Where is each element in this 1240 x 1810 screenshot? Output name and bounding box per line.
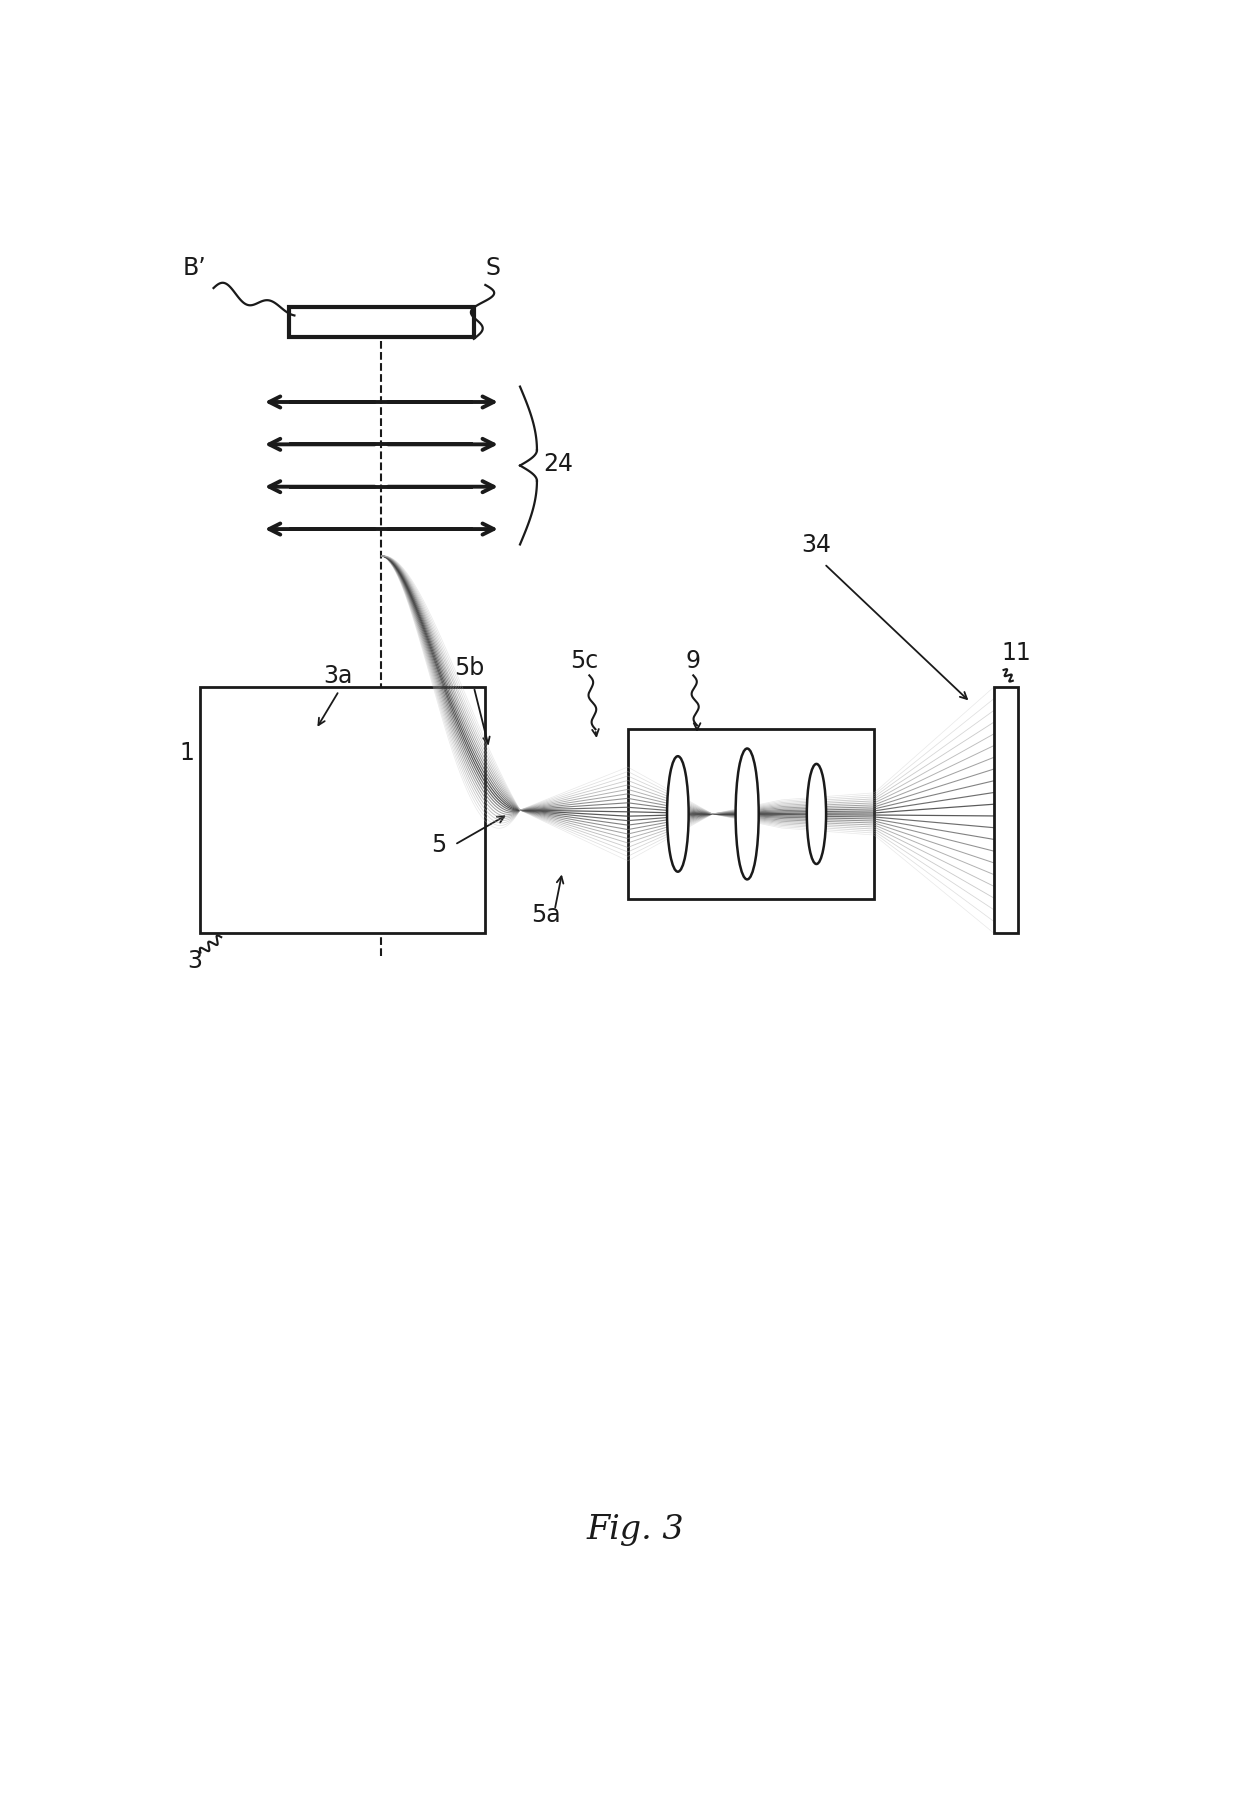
Bar	[201, 688, 485, 934]
Text: 5b: 5b	[455, 657, 485, 681]
Text: 3a: 3a	[324, 664, 353, 688]
Text: 5: 5	[432, 833, 446, 858]
Text: 3: 3	[187, 948, 202, 974]
Text: 1: 1	[180, 740, 195, 766]
Text: B’: B’	[182, 255, 207, 281]
Text: 11: 11	[1001, 641, 1030, 664]
Text: 5c: 5c	[570, 648, 598, 673]
Ellipse shape	[807, 764, 826, 863]
Bar	[993, 688, 1018, 934]
Text: 24: 24	[543, 452, 573, 476]
Text: 5a: 5a	[532, 903, 562, 927]
Ellipse shape	[735, 749, 759, 880]
Bar	[627, 729, 874, 898]
Text: 9: 9	[686, 648, 701, 673]
Bar	[289, 308, 474, 337]
Ellipse shape	[667, 757, 688, 872]
Text: 34: 34	[801, 534, 831, 557]
Text: Fig. 3: Fig. 3	[587, 1513, 684, 1546]
Text: S: S	[485, 255, 501, 281]
